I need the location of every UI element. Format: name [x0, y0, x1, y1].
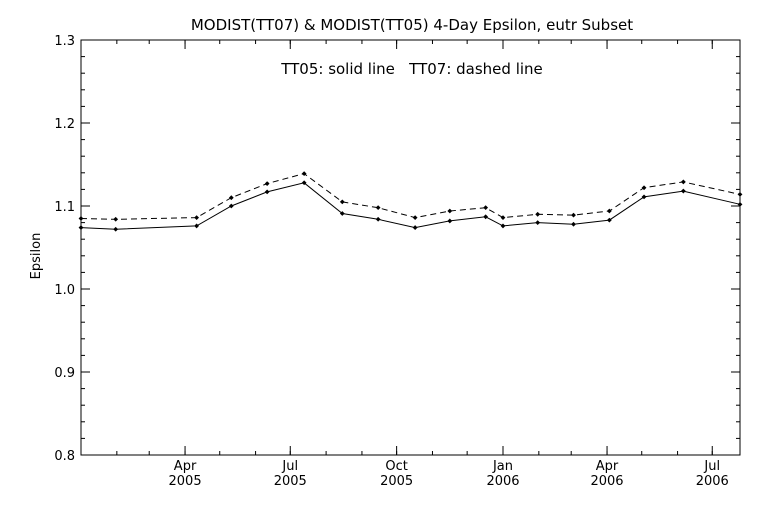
- dashed-series-point: [194, 215, 200, 221]
- x-tick-month-label: Jul: [281, 459, 298, 474]
- dashed-series-point: [113, 216, 119, 222]
- solid-series-point: [412, 225, 418, 230]
- solid-series-point: [571, 221, 576, 227]
- dashed-series-point: [375, 205, 381, 211]
- solid-series-point: [535, 220, 541, 225]
- solid-series-point: [483, 214, 489, 220]
- x-tick-year-label: 2006: [696, 474, 729, 489]
- solid-series-point: [113, 226, 119, 232]
- x-tick-month-label: Oct: [385, 459, 407, 474]
- series-group: [78, 171, 743, 232]
- y-tick-label: 1.1: [54, 200, 75, 215]
- solid-series-point: [194, 223, 200, 229]
- x-tick-month-label: Apr: [596, 459, 619, 474]
- dashed-series-point: [680, 179, 686, 185]
- dashed-series-point: [78, 216, 84, 221]
- dashed-series-line: [80, 173, 741, 220]
- dashed-series-point: [483, 205, 489, 211]
- line-style-annotation: TT05: solid line TT07: dashed line: [280, 60, 543, 78]
- x-tick-year-label: 2005: [274, 474, 307, 489]
- x-tick-month-label: Jan: [492, 459, 513, 474]
- solid-series-point: [680, 188, 686, 194]
- solid-series-point: [78, 225, 84, 230]
- dashed-series-point: [228, 195, 234, 201]
- dashed-series-point: [535, 211, 541, 217]
- chart-title: MODIST(TT07) & MODIST(TT05) 4-Day Epsilo…: [191, 16, 633, 34]
- x-tick-month-label: Jul: [703, 459, 720, 474]
- y-tick-label: 0.8: [54, 449, 75, 464]
- solid-series-point: [301, 180, 307, 186]
- dashed-series-point: [339, 199, 345, 205]
- solid-series-line: [80, 182, 741, 230]
- solid-series-point: [447, 218, 453, 224]
- axis-ticks: 0.80.91.01.11.21.3Apr2005Jul2005Oct2005J…: [54, 34, 740, 489]
- x-tick-year-label: 2005: [380, 474, 413, 489]
- dashed-series-point: [737, 191, 743, 197]
- solid-series-point: [737, 201, 743, 207]
- y-tick-label: 0.9: [54, 366, 75, 381]
- x-tick-month-label: Apr: [174, 459, 197, 474]
- solid-series-point: [264, 189, 270, 195]
- y-axis-label: Epsilon: [29, 233, 44, 280]
- dashed-series-point: [264, 181, 270, 186]
- dashed-series-point: [641, 185, 647, 191]
- solid-series-point: [375, 216, 381, 222]
- dashed-series-point: [606, 208, 612, 214]
- y-tick-label: 1.0: [54, 283, 75, 298]
- solid-series-point: [500, 223, 506, 229]
- y-tick-label: 1.3: [54, 34, 75, 49]
- dashed-series-point: [500, 215, 506, 221]
- dashed-series-point: [571, 212, 576, 218]
- x-tick-year-label: 2005: [169, 474, 202, 489]
- dashed-series-point: [412, 215, 418, 221]
- dashed-series-point: [301, 171, 307, 177]
- x-tick-year-label: 2006: [590, 474, 623, 489]
- solid-series-point: [339, 211, 345, 216]
- solid-series-point: [228, 203, 234, 209]
- plot-frame: [80, 39, 741, 456]
- solid-series-point: [641, 194, 647, 200]
- x-tick-year-label: 2006: [486, 474, 519, 489]
- solid-series-point: [606, 217, 612, 223]
- y-tick-label: 1.2: [54, 117, 75, 132]
- dashed-series-point: [447, 208, 453, 214]
